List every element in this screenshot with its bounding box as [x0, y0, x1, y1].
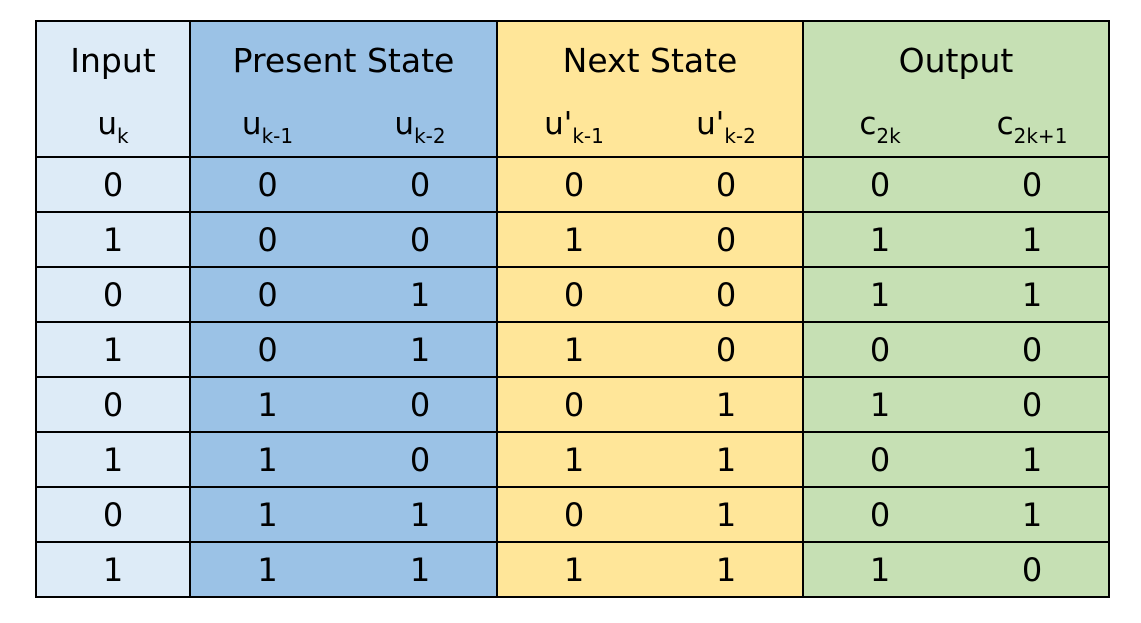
- cell-c-2k-plus-1: 1: [956, 266, 1110, 323]
- cell-c-2k: 1: [802, 211, 956, 268]
- cell-u-prime-k-2: 0: [650, 321, 804, 378]
- cell-u-prime-k-1: 1: [496, 321, 650, 378]
- cell-u-k-1: 0: [189, 321, 344, 378]
- cell-c-2k: 0: [802, 156, 956, 213]
- cell-u-k: 1: [35, 541, 191, 598]
- cell-u-prime-k-2: 1: [650, 541, 804, 598]
- cell-u-k-1: 0: [189, 156, 344, 213]
- cell-c-2k: 0: [802, 431, 956, 488]
- cell-u-prime-k-2: 1: [650, 376, 804, 433]
- var-c-2k: c2k: [802, 98, 956, 158]
- var-u-prime-k-2: u'k-2: [650, 98, 804, 158]
- cell-u-k-2: 0: [344, 156, 498, 213]
- present-state-header: Present State: [189, 20, 498, 98]
- cell-c-2k: 1: [802, 266, 956, 323]
- cell-u-k-2: 1: [344, 321, 498, 378]
- var-u-k-1: uk-1: [189, 98, 344, 158]
- cell-c-2k-plus-1: 1: [956, 486, 1110, 543]
- cell-u-k-2: 1: [344, 486, 498, 543]
- cell-u-k-2: 0: [344, 376, 498, 433]
- cell-u-k: 0: [35, 266, 191, 323]
- cell-c-2k: 1: [802, 376, 956, 433]
- cell-u-prime-k-1: 0: [496, 266, 650, 323]
- cell-c-2k-plus-1: 0: [956, 376, 1110, 433]
- cell-u-k-2: 0: [344, 431, 498, 488]
- var-u-k-2: uk-2: [344, 98, 498, 158]
- cell-u-k-1: 1: [189, 486, 344, 543]
- cell-u-prime-k-2: 1: [650, 486, 804, 543]
- cell-u-prime-k-1: 1: [496, 211, 650, 268]
- cell-u-prime-k-1: 1: [496, 431, 650, 488]
- cell-c-2k-plus-1: 0: [956, 541, 1110, 598]
- next-state-header: Next State: [496, 20, 804, 98]
- cell-c-2k-plus-1: 1: [956, 211, 1110, 268]
- group-header-row: Input Present State Next State Output: [35, 20, 1110, 98]
- cell-c-2k-plus-1: 0: [956, 156, 1110, 213]
- cell-c-2k-plus-1: 0: [956, 321, 1110, 378]
- input-header: Input: [35, 20, 191, 98]
- cell-u-k: 0: [35, 156, 191, 213]
- cell-u-prime-k-1: 0: [496, 376, 650, 433]
- cell-u-prime-k-2: 0: [650, 211, 804, 268]
- cell-c-2k: 0: [802, 321, 956, 378]
- cell-c-2k-plus-1: 1: [956, 431, 1110, 488]
- cell-u-k: 0: [35, 486, 191, 543]
- cell-u-prime-k-1: 0: [496, 156, 650, 213]
- cell-u-prime-k-2: 0: [650, 156, 804, 213]
- cell-u-prime-k-2: 1: [650, 431, 804, 488]
- cell-c-2k: 1: [802, 541, 956, 598]
- cell-u-prime-k-1: 0: [496, 486, 650, 543]
- state-transition-table: Input Present State Next State Output uk…: [35, 20, 1110, 598]
- cell-u-k: 1: [35, 211, 191, 268]
- output-header: Output: [802, 20, 1110, 98]
- variable-header-row: uk uk-1 uk-2 u'k-1 u'k-2 c2k c2k+1: [35, 98, 1110, 158]
- cell-u-k-2: 1: [344, 541, 498, 598]
- cell-u-k-1: 0: [189, 266, 344, 323]
- cell-u-k: 1: [35, 321, 191, 378]
- cell-u-k-2: 1: [344, 266, 498, 323]
- cell-u-k-1: 1: [189, 541, 344, 598]
- cell-u-k-1: 1: [189, 376, 344, 433]
- var-u-prime-k-1: u'k-1: [496, 98, 650, 158]
- cell-u-k: 1: [35, 431, 191, 488]
- cell-c-2k: 0: [802, 486, 956, 543]
- cell-u-k: 0: [35, 376, 191, 433]
- cell-u-prime-k-1: 1: [496, 541, 650, 598]
- cell-u-prime-k-2: 0: [650, 266, 804, 323]
- var-c-2k-plus-1: c2k+1: [956, 98, 1110, 158]
- cell-u-k-1: 0: [189, 211, 344, 268]
- var-u-k: uk: [35, 98, 191, 158]
- cell-u-k-2: 0: [344, 211, 498, 268]
- cell-u-k-1: 1: [189, 431, 344, 488]
